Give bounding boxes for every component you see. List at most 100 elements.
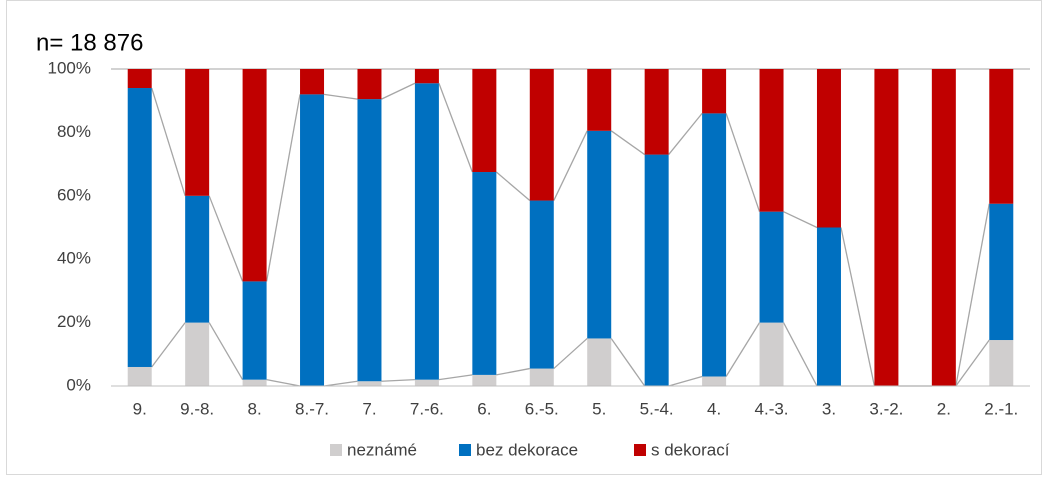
y-tick-label: 20% <box>57 312 91 331</box>
bar-segment <box>644 69 669 155</box>
bar-segment <box>644 154 669 386</box>
legend-label: bez dekorace <box>476 440 578 459</box>
bar-segment <box>702 113 727 377</box>
y-tick-label: 100% <box>48 58 91 77</box>
series-line <box>610 130 646 156</box>
series-line <box>438 83 473 173</box>
y-tick-label: 0% <box>66 375 91 394</box>
x-tick-label: 2.-1. <box>984 399 1018 418</box>
x-tick-label: 5. <box>592 399 606 418</box>
bar-segment <box>127 366 152 386</box>
x-tick-label: 7.-6. <box>410 399 444 418</box>
legend-swatch <box>330 444 342 456</box>
x-tick-label: 5.-4. <box>640 399 674 418</box>
x-tick-label: 2. <box>937 399 951 418</box>
bar-segment <box>414 83 439 380</box>
y-tick-label: 80% <box>57 122 91 141</box>
x-tick-label: 9. <box>133 399 147 418</box>
series-line <box>323 93 358 100</box>
x-tick-label: 6.-5. <box>525 399 559 418</box>
series-line <box>266 379 301 387</box>
series-line <box>381 82 416 100</box>
bar-segment <box>931 69 956 386</box>
bar-segment <box>472 172 497 375</box>
legend-label: neznámé <box>347 440 417 459</box>
bar-segment <box>357 69 382 100</box>
series-line <box>783 211 818 229</box>
bar-segment <box>414 379 439 386</box>
bar-segment <box>989 203 1014 341</box>
bar-segment <box>300 69 325 95</box>
legend-label: s dekorací <box>651 440 730 459</box>
bar-segment <box>472 69 497 173</box>
series-line <box>840 227 876 387</box>
x-tick-label: 7. <box>362 399 376 418</box>
x-tick-label: 9.-8. <box>180 399 214 418</box>
bar-segment <box>242 379 267 386</box>
series-line <box>265 94 301 282</box>
series-line <box>151 87 186 196</box>
bar-segment <box>127 88 152 367</box>
bar-segment <box>702 376 727 386</box>
x-tick-label: 6. <box>477 399 491 418</box>
series-line <box>208 195 244 282</box>
bar-segment <box>127 69 152 89</box>
series-line <box>668 112 703 155</box>
bar-segment <box>242 69 267 282</box>
bar-segment <box>357 99 382 382</box>
bar-segment <box>587 130 612 339</box>
series-line <box>668 375 703 387</box>
y-tick-label: 60% <box>57 185 91 204</box>
legend-swatch <box>634 444 646 456</box>
series-line <box>782 322 818 387</box>
chart-border <box>6 0 1042 475</box>
bar-segment <box>242 281 267 380</box>
bar-segment <box>702 69 727 114</box>
x-tick-label: 8.-7. <box>295 399 329 418</box>
bar-segment <box>185 69 210 196</box>
legend-swatch <box>459 444 471 456</box>
bar-segment <box>529 368 554 386</box>
x-tick-label: 3.-2. <box>869 399 903 418</box>
bar-segment <box>759 211 784 323</box>
bar-segment <box>989 69 1014 204</box>
x-tick-label: 8. <box>248 399 262 418</box>
bar-segment <box>472 374 497 386</box>
bar-segment <box>529 69 554 201</box>
bar-segment <box>816 227 841 386</box>
series-line <box>496 367 530 376</box>
x-tick-label: 4.-3. <box>755 399 789 418</box>
bar-segment <box>759 69 784 212</box>
series-line <box>955 339 990 387</box>
series-line <box>553 337 588 370</box>
y-tick-label: 40% <box>57 249 91 268</box>
series-line <box>208 322 244 380</box>
series-line <box>610 338 646 387</box>
bar-segment <box>759 322 784 386</box>
series-line <box>725 113 761 212</box>
series-line <box>381 379 415 382</box>
series-line <box>495 171 531 202</box>
series-line <box>151 322 186 368</box>
x-tick-label: 3. <box>822 399 836 418</box>
x-tick-label: 4. <box>707 399 721 418</box>
bar-segment <box>989 340 1014 386</box>
bar-segment <box>185 322 210 386</box>
bar-segment <box>300 94 325 387</box>
bar-segment <box>357 381 382 386</box>
series-line <box>553 130 588 201</box>
bar-segment <box>414 69 439 84</box>
series-line <box>955 203 990 387</box>
chart-title: n= 18 876 <box>36 29 143 56</box>
series-line <box>323 380 358 387</box>
bar-segment <box>587 69 612 131</box>
bar-segment <box>587 338 612 386</box>
bar-segment <box>185 195 210 323</box>
bar-segment <box>816 69 841 228</box>
series-line <box>438 374 473 381</box>
bar-segment <box>874 69 899 386</box>
series-line <box>725 322 761 377</box>
bar-segment <box>529 200 554 369</box>
